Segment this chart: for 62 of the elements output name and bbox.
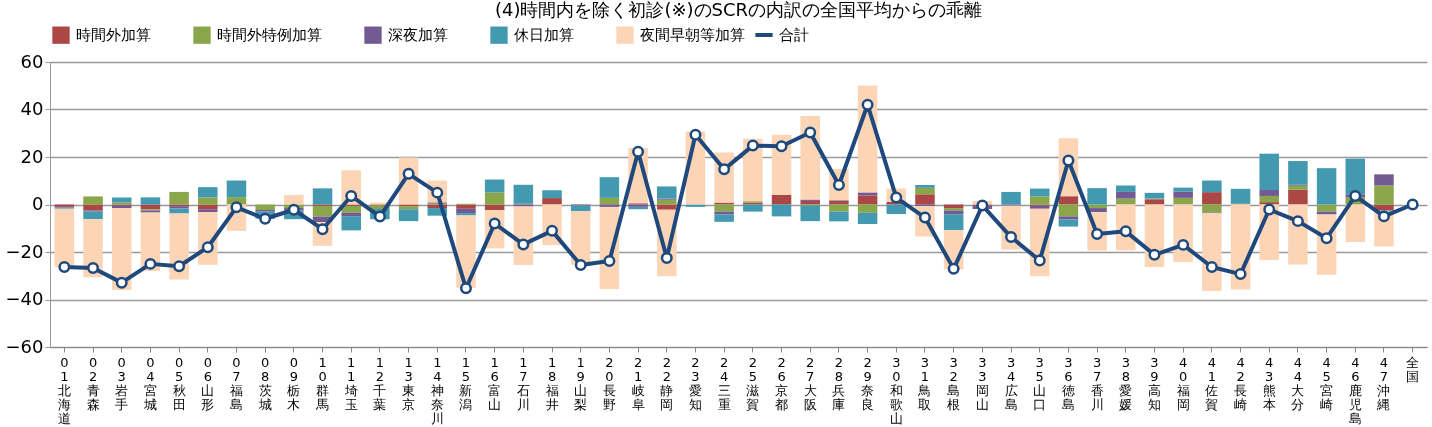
- x-tick-label: 46鹿児島: [1348, 354, 1362, 426]
- y-tick-label: 60: [20, 50, 44, 72]
- x-tick-label: 11埼玉: [343, 354, 358, 412]
- x-tick-label: 全国: [1406, 354, 1420, 384]
- x-tick-label: 34広島: [1004, 354, 1018, 412]
- x-tick-label: 09栃木: [287, 354, 301, 412]
- x-tick-label: 42長崎: [1234, 354, 1248, 412]
- x-tick-label: 10群馬: [315, 354, 330, 412]
- x-tick-label: 18福井: [545, 354, 559, 412]
- x-tick-label: 23愛知: [688, 354, 702, 412]
- x-tick-label: 38愛媛: [1119, 354, 1133, 412]
- x-tick-label: 08茨城: [257, 354, 272, 412]
- x-tick-label: 24三重: [717, 354, 731, 412]
- x-tick-label: 45宮崎: [1320, 354, 1334, 412]
- x-tick-label: 40福岡: [1176, 354, 1190, 412]
- x-tick-label: 44大分: [1291, 354, 1305, 412]
- x-tick-label: 19山梨: [574, 354, 588, 412]
- x-tick-label: 17石川: [516, 354, 530, 412]
- legend-label: 夜間早朝等加算: [640, 26, 745, 45]
- x-tick-label: 35山口: [1033, 354, 1047, 412]
- x-tick-label: 21岐阜: [631, 354, 645, 412]
- x-tick-label: 03岩手: [115, 354, 129, 412]
- legend-label: 時間外加算: [76, 26, 151, 45]
- x-tick-label: 31鳥取: [917, 354, 932, 412]
- x-tick-label: 05秋田: [172, 354, 186, 412]
- y-tick-label: −20: [5, 240, 44, 262]
- x-tick-label: 06山形: [201, 354, 215, 412]
- chart-title: (4)時間内を除く初診(※)のSCRの内訳の全国平均からの乖離: [494, 0, 983, 20]
- x-tick-label: 04宮城: [142, 354, 157, 412]
- x-tick-label: 30和歌山: [889, 354, 903, 426]
- y-tick-label: −60: [5, 335, 44, 357]
- x-tick-label: 16富山: [488, 354, 502, 412]
- x-tick-label: 20長野: [602, 354, 616, 412]
- x-tick-label: 26京都: [775, 354, 789, 412]
- x-tick-label: 47沖縄: [1376, 354, 1391, 412]
- x-tick-label: 33岡山: [975, 354, 989, 412]
- x-tick-label: 28兵庫: [832, 354, 846, 412]
- x-tick-label: 25滋賀: [746, 354, 760, 412]
- x-tick-label: 27大阪: [803, 354, 817, 412]
- x-tick-label: 37香川: [1090, 354, 1104, 412]
- x-tick-label: 01北海道: [57, 354, 71, 426]
- x-tick-label: 02青森: [86, 354, 100, 412]
- x-tick-label: 07福島: [229, 354, 243, 412]
- legend-label: 休日加算: [514, 26, 574, 45]
- x-tick-label: 29奈良: [861, 354, 875, 412]
- y-tick-label: 40: [20, 98, 44, 119]
- y-tick-label: 0: [32, 193, 44, 214]
- x-tick-label: 43熊本: [1262, 354, 1276, 412]
- x-tick-label: 36徳島: [1061, 354, 1075, 412]
- x-tick-label: 32島根: [947, 354, 961, 412]
- x-tick-label: 39高知: [1147, 354, 1161, 412]
- x-tick-label: 13東京: [402, 354, 416, 412]
- legend-label: 合計: [779, 26, 809, 44]
- legend-label: 深夜加算: [388, 26, 448, 45]
- x-tick-label: 41佐賀: [1205, 354, 1219, 412]
- x-tick-label: 12千葉: [373, 354, 387, 412]
- x-tick-label: 22静岡: [660, 354, 674, 412]
- x-tick-label: 15新潟: [459, 354, 473, 412]
- y-tick-label: 20: [20, 145, 44, 167]
- legend-label: 時間外特例加算: [217, 26, 322, 45]
- y-tick-label: −40: [5, 288, 44, 309]
- x-tick-label: 14神奈川: [430, 354, 444, 426]
